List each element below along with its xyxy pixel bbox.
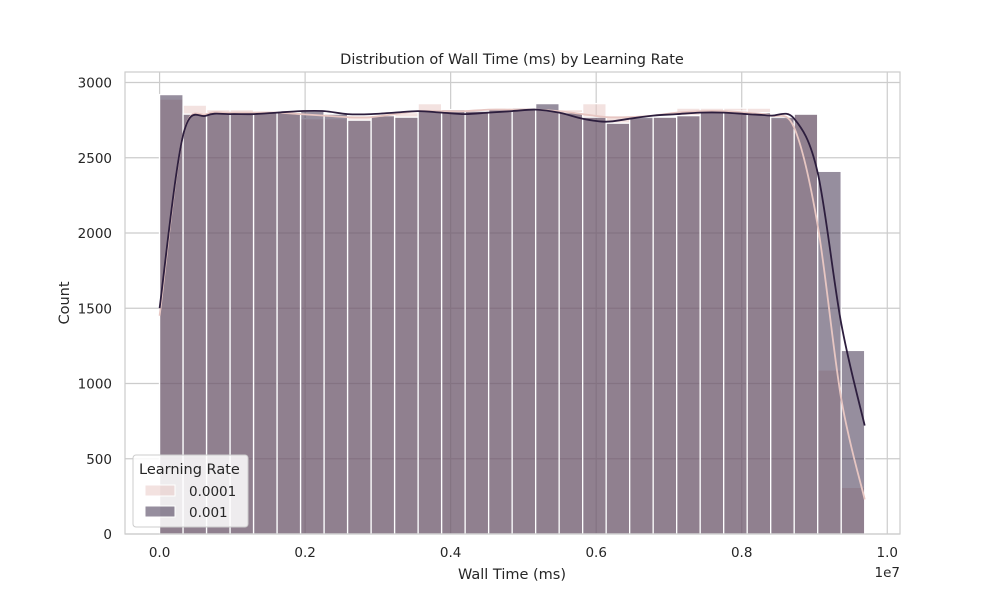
legend-swatch-0001 (144, 484, 176, 497)
bar-series-1 (299, 110, 325, 535)
bar-series-1 (582, 116, 607, 535)
bar-series-1 (770, 116, 795, 535)
y-tick-label: 2000 (78, 226, 112, 242)
bar-series-1 (534, 102, 560, 535)
legend-swatch-001 (144, 505, 176, 518)
x-tick-label: 0.6 (585, 545, 606, 561)
kde-curves (158, 108, 866, 500)
legend-label-001: 0.001 (189, 505, 228, 521)
bar-series-1 (699, 110, 725, 535)
bar-series-1 (676, 114, 701, 535)
y-tick-label: 500 (86, 452, 112, 468)
bar-series-1 (464, 110, 490, 535)
bar-series-1 (652, 116, 678, 535)
y-tick-label: 3000 (78, 76, 112, 92)
bar-series-1 (370, 114, 396, 535)
histogram-bars (158, 93, 866, 535)
bar-series-1 (558, 111, 584, 535)
y-tick-label: 1500 (78, 301, 112, 317)
x-tick-label: 1.0 (877, 545, 898, 561)
bar-series-1 (440, 108, 466, 535)
y-tick-label: 0 (103, 527, 112, 543)
x-axis-offset-label: 1e7 (875, 565, 900, 581)
legend-label-0001: 0.0001 (189, 484, 236, 500)
bar-series-1 (817, 170, 842, 535)
bar-series-1 (793, 113, 819, 535)
x-axis-label: Wall Time (ms) (458, 567, 566, 583)
x-tick-label: 0.4 (440, 545, 461, 561)
x-tick-label: 0.2 (294, 545, 315, 561)
y-axis-label: Count (57, 281, 73, 324)
bar-series-1 (511, 107, 537, 535)
bar-series-1 (346, 119, 372, 535)
chart-title: Distribution of Wall Time (ms) by Learni… (340, 52, 684, 68)
bar-series-1 (417, 110, 443, 535)
bar-series-1 (323, 113, 349, 535)
y-tick-label: 1000 (78, 377, 112, 393)
y-axis-ticks: 0 500 1000 1500 2000 2500 3000 (78, 76, 112, 543)
kde-line-series-1 (158, 108, 866, 426)
x-tick-label: 0.8 (731, 545, 752, 561)
plot-frame (124, 71, 901, 535)
bar-series-1 (276, 111, 302, 535)
bar-series-1 (746, 111, 772, 535)
x-tick-label: 0.0 (149, 545, 170, 561)
legend-title: Learning Rate (139, 462, 240, 478)
y-tick-label: 2500 (78, 151, 112, 167)
bar-series-1 (605, 122, 631, 535)
bar-series-1 (393, 116, 419, 535)
x-axis-ticks: 0.0 0.2 0.4 0.6 0.8 1.0 (149, 545, 898, 561)
bar-series-1 (723, 110, 748, 535)
bar-series-1 (487, 108, 513, 535)
bar-series-1 (629, 116, 654, 535)
bar-series-1 (252, 111, 278, 535)
legend: Learning Rate 0.0001 0.001 (132, 454, 249, 528)
